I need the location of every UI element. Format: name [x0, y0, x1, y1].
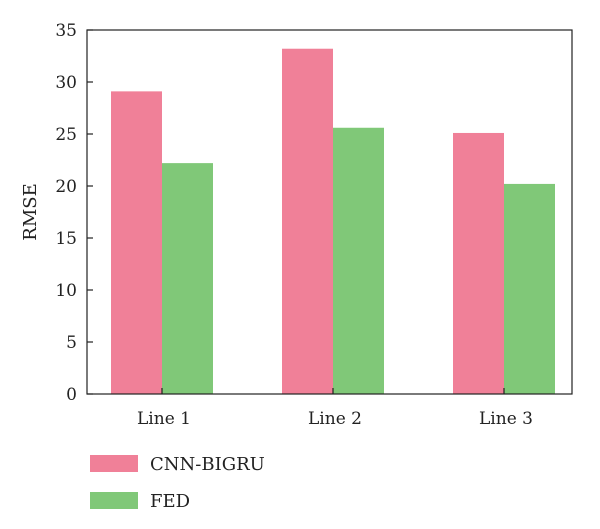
bar-fed-1 [162, 163, 213, 394]
x-tick-label: Line 2 [308, 409, 362, 429]
bar-fed-3 [504, 183, 555, 394]
x-axis: Line 1 Line 2 Line 3 [137, 388, 533, 429]
legend-label: FED [150, 491, 190, 512]
bar-cnn-bigru-3 [453, 132, 504, 394]
y-tick-label: 30 [55, 73, 77, 93]
bar-fed-2 [333, 127, 384, 394]
y-tick-label: 35 [55, 21, 77, 41]
bar-cnn-bigru-2 [282, 48, 333, 394]
legend-label: CNN-BIGRU [150, 454, 265, 475]
plot-frame [86, 29, 573, 395]
bar-cnn-bigru-1 [111, 91, 162, 395]
y-tick-label: 20 [55, 177, 77, 197]
y-axis-label: RMSE [20, 183, 41, 240]
y-tick-label: 0 [66, 385, 77, 405]
legend-swatch [90, 492, 138, 509]
y-tick-label: 5 [66, 333, 77, 353]
legend-swatch [90, 455, 138, 472]
y-axis: 0 5 10 15 20 25 30 35 [55, 21, 93, 405]
y-tick-label: 10 [55, 281, 77, 301]
bars-group [111, 48, 555, 395]
x-tick-label: Line 3 [479, 409, 533, 429]
x-tick-label: Line 1 [137, 409, 191, 429]
y-tick-label: 25 [55, 125, 77, 145]
legend: CNN-BIGRU FED [90, 454, 265, 512]
y-tick-label: 15 [55, 229, 77, 249]
